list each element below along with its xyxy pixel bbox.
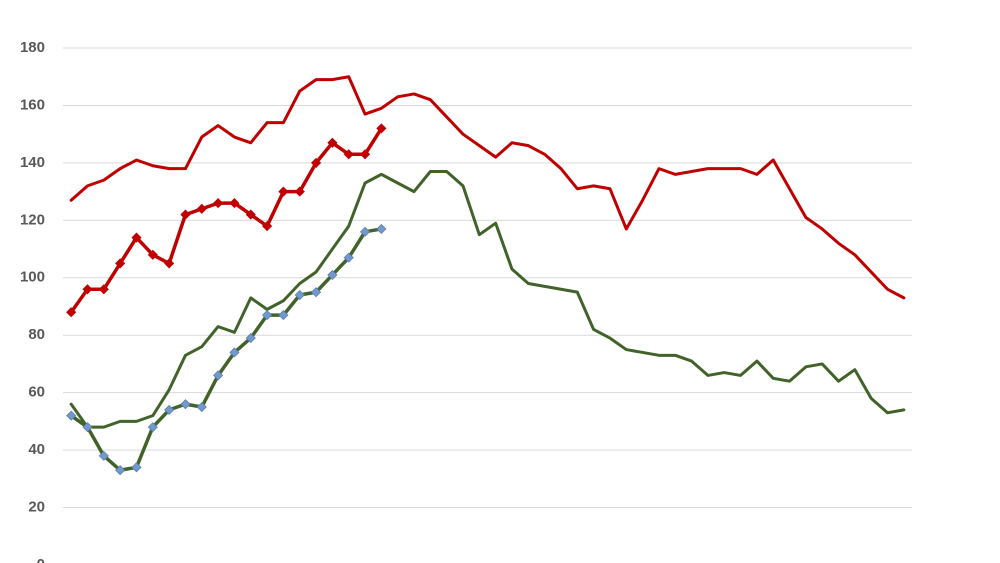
marker xyxy=(311,157,322,168)
marker xyxy=(294,289,305,301)
marker xyxy=(327,269,338,280)
y-tick-label: 100 xyxy=(20,269,45,286)
marker xyxy=(343,149,354,160)
marker xyxy=(376,123,387,134)
marker xyxy=(196,401,207,413)
marker xyxy=(196,203,207,214)
marker xyxy=(229,347,240,358)
marker xyxy=(180,209,191,220)
marker xyxy=(294,186,305,197)
marker xyxy=(98,450,109,461)
marker xyxy=(376,223,387,235)
marker xyxy=(359,149,371,160)
y-tick-label: 80 xyxy=(28,326,45,343)
marker xyxy=(115,258,126,269)
marker xyxy=(147,422,158,433)
marker xyxy=(115,465,126,476)
marker xyxy=(180,399,191,410)
y-tick-label: 20 xyxy=(28,499,45,516)
marker xyxy=(82,422,93,433)
y-tick-label: 40 xyxy=(28,441,45,458)
marker xyxy=(147,249,158,260)
series-line xyxy=(69,170,906,429)
series-line xyxy=(69,75,906,300)
y-tick-label: 140 xyxy=(20,154,45,171)
marker xyxy=(262,310,273,321)
marker xyxy=(164,404,175,415)
marker xyxy=(359,226,371,237)
marker xyxy=(66,410,77,421)
marker xyxy=(98,284,109,295)
marker xyxy=(131,462,142,473)
marker xyxy=(278,186,289,197)
y-tick-label: 120 xyxy=(20,211,45,228)
marker xyxy=(82,284,93,295)
series-line xyxy=(69,126,384,314)
y-tick-label: 0 xyxy=(37,556,45,563)
marker xyxy=(131,232,142,243)
marker xyxy=(66,307,77,318)
marker xyxy=(245,333,256,344)
marker xyxy=(327,137,338,148)
marker xyxy=(278,310,289,321)
y-tick-label: 180 xyxy=(20,39,45,56)
y-tick-label: 60 xyxy=(28,384,45,401)
marker xyxy=(213,198,224,209)
marker xyxy=(164,258,175,269)
marker xyxy=(343,252,354,263)
marker xyxy=(311,287,322,298)
marker xyxy=(245,209,256,220)
marker xyxy=(213,370,224,381)
marker xyxy=(262,221,273,232)
y-tick-label: 160 xyxy=(20,96,45,113)
marker xyxy=(229,198,240,209)
